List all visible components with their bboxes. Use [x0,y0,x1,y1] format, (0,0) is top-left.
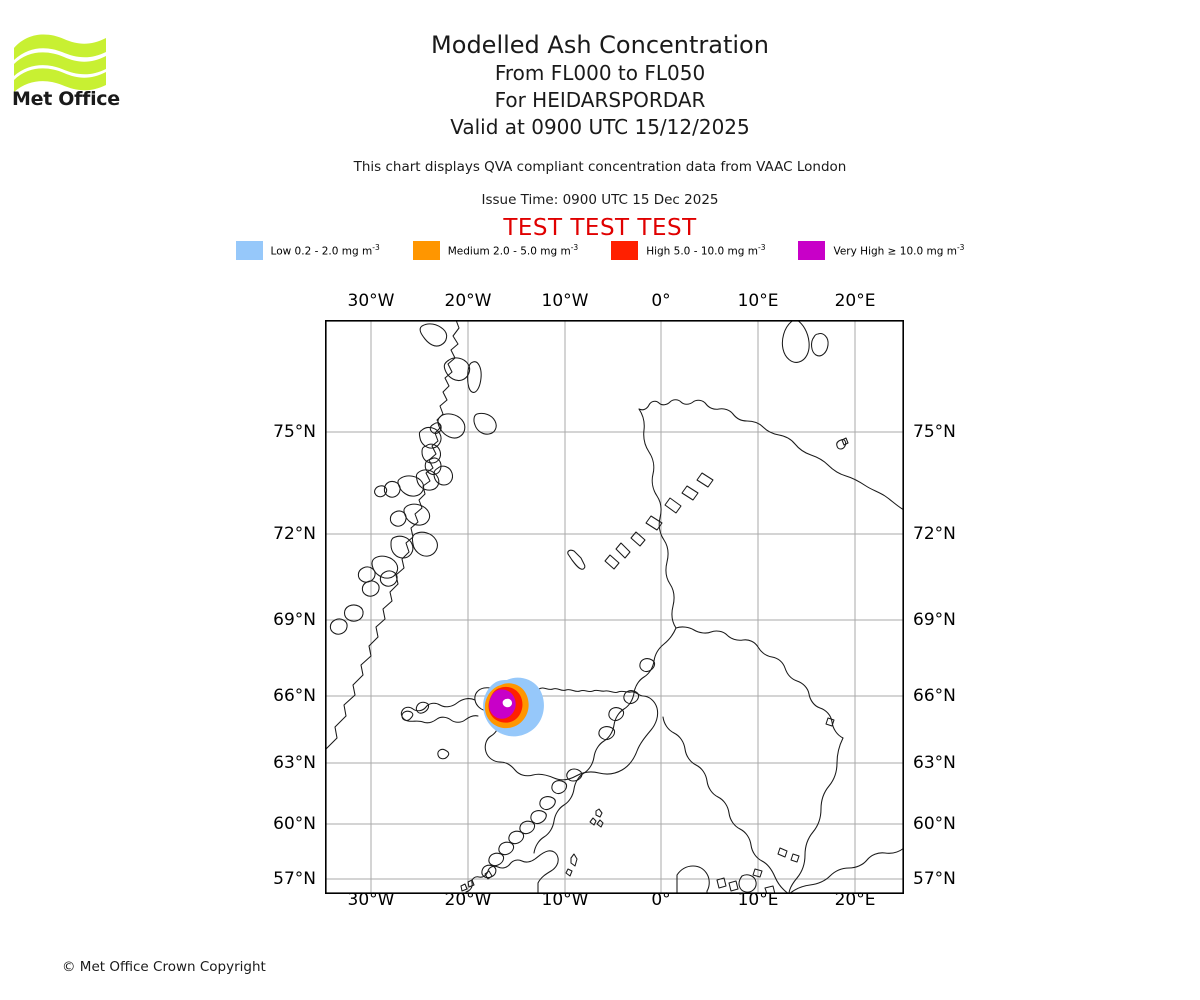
lat-tick-left-1: 72°N [273,524,316,544]
plume-core-notch [502,698,512,708]
valid-time: Valid at 0900 UTC 15/12/2025 [450,115,750,139]
lon-tick-bot-2: 10°W [541,890,589,910]
lon-tick-top-0: 30°W [347,291,395,311]
ash-plume [483,677,544,737]
legend-item-high: High 5.0 - 10.0 mg m-3 [611,241,765,260]
qva-note: This chart displays QVA compliant concen… [353,159,847,175]
coastline-great-britain [465,850,559,894]
coastline-faroe [595,808,603,818]
coastline-jan-mayen [567,549,586,570]
lat-tick-left-4: 63°N [273,753,316,773]
coastline-shetland [570,853,578,867]
copyright-text: © Met Office Crown Copyright [62,959,266,975]
coastline-greenland [325,320,460,751]
plume-contour-very-high [489,689,516,719]
legend-swatch-high [611,241,639,260]
lon-tick-bot-0: 30°W [347,890,395,910]
coastline-norway [638,399,904,511]
met-office-logo [12,26,122,108]
lon-tick-top-4: 10°E [737,291,779,311]
lat-tick-left-5: 60°N [273,814,316,834]
lat-tick-right-1: 72°N [913,524,956,544]
concentration-legend: Low 0.2 - 2.0 mg m-3 Medium 2.0 - 5.0 mg… [0,241,1200,260]
legend-label-low: Low 0.2 - 2.0 mg m-3 [270,243,380,258]
lat-tick-right-2: 69°N [913,610,956,630]
lat-tick-right-6: 57°N [913,869,956,889]
lon-tick-bot-5: 20°E [834,890,876,910]
lon-tick-top-1: 20°W [444,291,492,311]
lat-tick-left-6: 57°N [273,869,316,889]
lat-tick-right-0: 75°N [913,422,956,442]
lon-tick-top-3: 0° [651,291,671,311]
lat-tick-left-3: 66°N [273,686,316,706]
coastline-svalbard [781,320,810,363]
volcano-name: For HEIDARSPORDAR [494,88,706,112]
lat-tick-right-5: 60°N [913,814,956,834]
lon-tick-bot-4: 10°E [737,890,779,910]
legend-item-medium: Medium 2.0 - 5.0 mg m-3 [412,241,579,260]
flight-level-range: From FL000 to FL050 [494,61,706,85]
lon-tick-top-5: 20°E [834,291,876,311]
lat-tick-right-4: 63°N [913,753,956,773]
map-gridlines [325,320,904,894]
lon-tick-bot-1: 20°W [444,890,492,910]
coastline-sweden-finland [675,626,844,739]
lat-tick-right-3: 66°N [913,686,956,706]
met-office-wordmark: Met Office [12,88,120,110]
coastline-iceland [474,687,659,781]
test-banner: TEST TEST TEST [503,215,697,241]
legend-label-high: High 5.0 - 10.0 mg m-3 [646,243,766,258]
lon-tick-top-2: 10°W [541,291,589,311]
lon-tick-bot-3: 0° [651,890,671,910]
legend-swatch-very-high [798,241,826,260]
legend-swatch-medium [412,241,440,260]
legend-label-very-high: Very High ≥ 10.0 mg m-3 [833,243,965,258]
coastline-denmark [676,865,710,894]
legend-item-low: Low 0.2 - 2.0 mg m-3 [235,241,380,260]
page-title: Modelled Ash Concentration [431,31,769,59]
legend-swatch-low [235,241,263,260]
lat-tick-left-0: 75°N [273,422,316,442]
map-panel [325,320,904,894]
header-block: Modelled Ash Concentration From FL000 to… [0,0,1200,242]
lat-tick-left-2: 69°N [273,610,316,630]
issue-time: Issue Time: 0900 UTC 15 Dec 2025 [481,192,719,208]
legend-item-very-high: Very High ≥ 10.0 mg m-3 [798,241,964,260]
legend-label-medium: Medium 2.0 - 5.0 mg m-3 [447,243,579,258]
map-frame-border [325,320,904,894]
